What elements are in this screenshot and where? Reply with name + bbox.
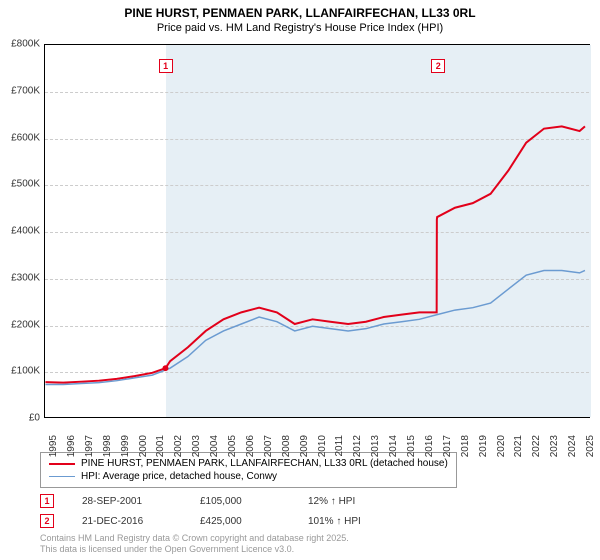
y-tick-label: £800K bbox=[0, 39, 40, 50]
sale-row-marker: 2 bbox=[40, 514, 54, 528]
x-tick-label: 2005 bbox=[227, 435, 238, 465]
x-tick-label: 2013 bbox=[370, 435, 381, 465]
chart-title: PINE HURST, PENMAEN PARK, LLANFAIRFECHAN… bbox=[0, 0, 600, 20]
x-tick-label: 2023 bbox=[549, 435, 560, 465]
x-tick-label: 2011 bbox=[334, 435, 345, 465]
x-tick-label: 2001 bbox=[155, 435, 166, 465]
x-tick-label: 2006 bbox=[245, 435, 256, 465]
x-tick-label: 2018 bbox=[460, 435, 471, 465]
line-layer bbox=[45, 45, 589, 417]
y-tick-label: £400K bbox=[0, 226, 40, 237]
footer-line-1: Contains HM Land Registry data © Crown c… bbox=[40, 533, 349, 545]
legend-swatch bbox=[49, 476, 75, 477]
sale-marker-2: 2 bbox=[431, 59, 445, 73]
x-tick-label: 2010 bbox=[317, 435, 328, 465]
y-tick-label: £600K bbox=[0, 132, 40, 143]
x-tick-label: 2004 bbox=[209, 435, 220, 465]
x-tick-label: 2007 bbox=[263, 435, 274, 465]
plot-area: 12 bbox=[44, 44, 590, 418]
x-tick-label: 1995 bbox=[48, 435, 59, 465]
sale-pct: 101% ↑ HPI bbox=[308, 516, 361, 527]
x-tick-label: 2025 bbox=[585, 435, 596, 465]
chart-subtitle: Price paid vs. HM Land Registry's House … bbox=[0, 20, 600, 34]
sale-pct: 12% ↑ HPI bbox=[308, 496, 355, 507]
x-tick-label: 2014 bbox=[388, 435, 399, 465]
x-tick-label: 2022 bbox=[531, 435, 542, 465]
sale-row-marker: 1 bbox=[40, 494, 54, 508]
sale-date: 28-SEP-2001 bbox=[82, 496, 172, 507]
y-tick-label: £0 bbox=[0, 413, 40, 424]
series-blue bbox=[45, 270, 584, 384]
x-tick-label: 2024 bbox=[567, 435, 578, 465]
x-tick-label: 2020 bbox=[496, 435, 507, 465]
series-red bbox=[45, 126, 584, 382]
sale-price: £105,000 bbox=[200, 496, 280, 507]
chart-container: PINE HURST, PENMAEN PARK, LLANFAIRFECHAN… bbox=[0, 0, 600, 560]
x-tick-label: 1996 bbox=[66, 435, 77, 465]
sale-price: £425,000 bbox=[200, 516, 280, 527]
x-tick-label: 2015 bbox=[406, 435, 417, 465]
y-tick-label: £300K bbox=[0, 272, 40, 283]
x-tick-label: 2017 bbox=[442, 435, 453, 465]
x-tick-label: 2003 bbox=[191, 435, 202, 465]
x-tick-label: 2008 bbox=[281, 435, 292, 465]
y-tick-label: £200K bbox=[0, 319, 40, 330]
attribution: Contains HM Land Registry data © Crown c… bbox=[40, 533, 349, 556]
y-tick-label: £100K bbox=[0, 366, 40, 377]
x-tick-label: 2009 bbox=[299, 435, 310, 465]
sale-marker-1: 1 bbox=[159, 59, 173, 73]
x-tick-label: 1997 bbox=[84, 435, 95, 465]
x-tick-label: 1999 bbox=[120, 435, 131, 465]
y-tick-label: £700K bbox=[0, 85, 40, 96]
footer-line-2: This data is licensed under the Open Gov… bbox=[40, 544, 349, 556]
sale-date: 21-DEC-2016 bbox=[82, 516, 172, 527]
legend-label: HPI: Average price, detached house, Conw… bbox=[81, 471, 277, 482]
x-tick-label: 1998 bbox=[102, 435, 113, 465]
x-tick-label: 2021 bbox=[513, 435, 524, 465]
sale-point-1 bbox=[162, 365, 168, 371]
x-tick-label: 2000 bbox=[138, 435, 149, 465]
legend-row: HPI: Average price, detached house, Conw… bbox=[49, 470, 448, 483]
x-tick-label: 2016 bbox=[424, 435, 435, 465]
x-tick-label: 2019 bbox=[478, 435, 489, 465]
sale-row-1: 1 28-SEP-2001 £105,000 12% ↑ HPI bbox=[40, 494, 355, 508]
x-tick-label: 2012 bbox=[352, 435, 363, 465]
sale-row-2: 2 21-DEC-2016 £425,000 101% ↑ HPI bbox=[40, 514, 361, 528]
x-tick-label: 2002 bbox=[173, 435, 184, 465]
y-tick-label: £500K bbox=[0, 179, 40, 190]
